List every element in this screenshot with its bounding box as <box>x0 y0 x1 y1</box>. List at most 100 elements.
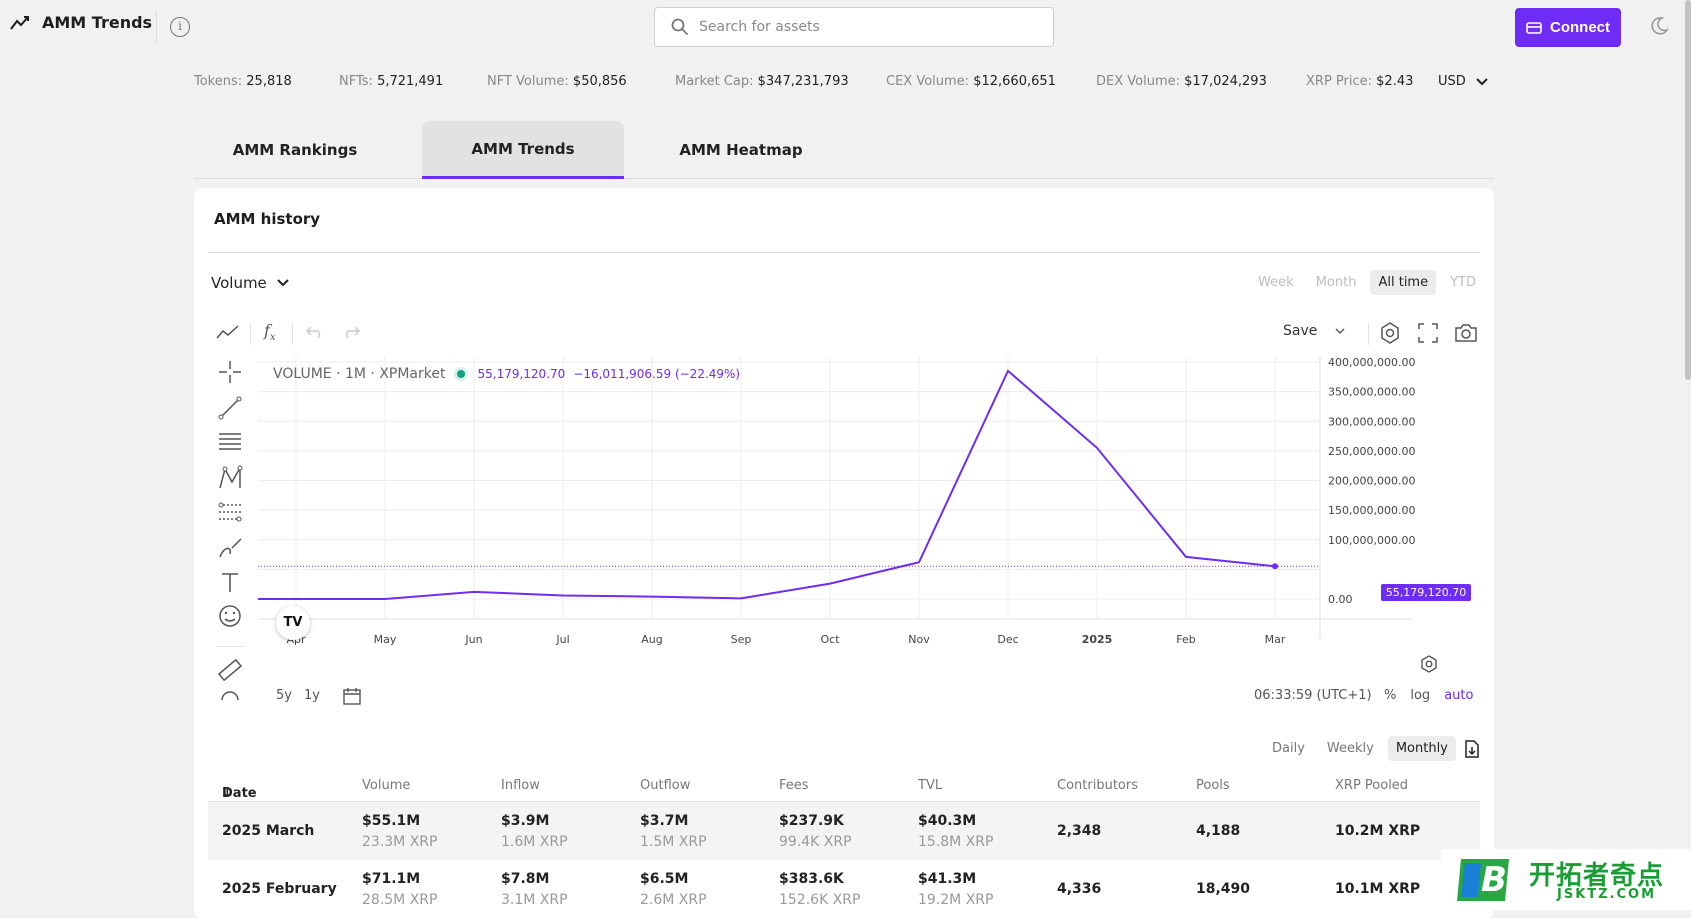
page-scrollbar[interactable] <box>1685 0 1691 380</box>
tradingview-logo[interactable]: TV <box>276 606 310 640</box>
stat-label: DEX Volume: <box>1096 74 1180 89</box>
y-tick-label: 0.00 <box>1328 593 1353 606</box>
interval-1y[interactable]: 1y <box>304 688 320 703</box>
indicators-icon[interactable]: fx <box>264 321 276 344</box>
stat-value: 25,818 <box>246 74 292 89</box>
range-selector: Week Month All time YTD <box>1250 270 1484 295</box>
percent-toggle[interactable]: % <box>1384 688 1397 703</box>
stat-label: Tokens: <box>194 74 243 89</box>
period-weekly[interactable]: Weekly <box>1326 741 1374 756</box>
y-tick-label: 150,000,000.00 <box>1328 504 1415 517</box>
log-toggle[interactable]: log <box>1410 688 1431 703</box>
volume-chart[interactable]: 400,000,000.00 350,000,000.00 300,000,000.… <box>258 356 1480 666</box>
col-pools[interactable]: Pools <box>1196 778 1230 793</box>
table-row[interactable]: 2025 March $55.1M 23.3M XRP $3.9M 1.6M XRP… <box>208 802 1480 860</box>
x-tick-label: Oct <box>820 633 840 646</box>
prediction-icon[interactable] <box>216 498 244 526</box>
fib-icon[interactable] <box>216 428 244 456</box>
col-xrp-pooled[interactable]: XRP Pooled <box>1335 778 1409 793</box>
col-inflow[interactable]: Inflow <box>501 778 540 793</box>
metric-select[interactable]: Volume <box>211 274 289 292</box>
period-monthly[interactable]: Monthly <box>1387 736 1456 761</box>
undo-icon[interactable] <box>306 325 324 339</box>
cell-subtext: 1.5M XRP <box>640 834 707 850</box>
search-input[interactable] <box>699 19 1019 35</box>
line-chart-icon[interactable] <box>216 323 240 341</box>
x-tick-label: Feb <box>1176 633 1195 646</box>
metric-label: Volume <box>211 274 267 292</box>
col-outflow[interactable]: Outflow <box>640 778 691 793</box>
trendline-icon[interactable] <box>216 394 244 422</box>
x-tick-label: Mar <box>1265 633 1286 646</box>
series-name: VOLUME · 1M · XPMarket <box>273 366 446 382</box>
tab-amm-trends[interactable]: AMM Trends <box>422 121 624 179</box>
stat-xrp-price: XRP Price: $2.43 <box>1306 74 1413 89</box>
header-divider <box>156 10 157 44</box>
x-tick-label: 2025 <box>1082 633 1113 646</box>
series-change: −16,011,906.59 (−22.49%) <box>573 367 741 381</box>
y-tick-label: 200,000,000.00 <box>1328 475 1415 488</box>
auto-toggle[interactable]: auto <box>1444 688 1474 703</box>
stat-nft-volume: NFT Volume: $50,856 <box>487 74 627 89</box>
cell-subtext: 2.6M XRP <box>640 892 707 908</box>
sort-down-icon: ↓ <box>222 786 233 801</box>
cell-subtext: 19.2M XRP <box>918 892 994 908</box>
emoji-icon[interactable] <box>216 602 244 630</box>
stat-value: $17,024,293 <box>1184 74 1267 89</box>
brush-icon[interactable] <box>216 534 244 562</box>
range-ytd[interactable]: YTD <box>1450 275 1476 290</box>
x-tick-label: Nov <box>908 633 930 646</box>
col-contributors[interactable]: Contributors <box>1057 778 1138 793</box>
cell-text: 18,490 <box>1196 881 1251 897</box>
table-row[interactable]: 2025 February $71.1M 28.5M XRP $7.8M 3.1M … <box>208 860 1480 918</box>
search-icon <box>671 18 689 36</box>
download-icon[interactable] <box>1462 739 1482 759</box>
series-status-dot <box>454 367 469 381</box>
zoom-icon[interactable] <box>216 688 244 700</box>
period-daily[interactable]: Daily <box>1272 741 1305 756</box>
stat-value: $347,231,793 <box>757 74 849 89</box>
chart-legend: VOLUME · 1M · XPMarket 55,179,120.70 −16… <box>273 366 740 382</box>
cell-subtext: 1.6M XRP <box>501 834 568 850</box>
connect-button[interactable]: Connect <box>1515 8 1621 47</box>
chart-toolbar: fx Save <box>208 313 1480 351</box>
series-last-value: 55,179,120.70 <box>477 367 566 381</box>
col-volume[interactable]: Volume <box>362 778 411 793</box>
y-tick-label: 300,000,000.00 <box>1328 415 1415 428</box>
save-button[interactable]: Save <box>1283 323 1345 339</box>
crosshair-icon[interactable] <box>216 358 244 386</box>
text-icon[interactable] <box>216 568 244 596</box>
tab-amm-rankings[interactable]: AMM Rankings <box>232 141 358 159</box>
axis-settings-icon[interactable] <box>1420 655 1438 673</box>
save-label: Save <box>1283 323 1318 339</box>
camera-icon[interactable] <box>1454 323 1478 343</box>
interval-5y[interactable]: 5y <box>276 688 292 703</box>
moon-icon[interactable] <box>1648 15 1670 37</box>
cell-text: $41.3M <box>918 871 977 887</box>
info-icon[interactable]: i <box>170 17 190 37</box>
range-week[interactable]: Week <box>1258 275 1294 290</box>
calendar-icon[interactable] <box>342 686 362 706</box>
tab-amm-heatmap[interactable]: AMM Heatmap <box>679 141 803 159</box>
settings-icon[interactable] <box>1379 322 1401 344</box>
page-tabs: AMM Rankings AMM Trends AMM Heatmap <box>194 121 1494 179</box>
currency-select[interactable]: USD <box>1438 74 1488 89</box>
app-logo[interactable]: AMM Trends <box>10 13 152 32</box>
range-month[interactable]: Month <box>1315 275 1357 290</box>
col-tvl[interactable]: TVL <box>918 778 943 793</box>
cell-text: 2025 March <box>222 823 315 839</box>
toolbar-separator <box>216 646 244 647</box>
toolbar-separator <box>250 323 251 345</box>
search-box[interactable] <box>654 7 1054 47</box>
cell-text: $237.9K <box>779 813 844 829</box>
col-fees[interactable]: Fees <box>779 778 809 793</box>
redo-icon[interactable] <box>342 325 360 339</box>
pattern-icon[interactable] <box>216 464 244 492</box>
table-header: Date ↓ Volume Inflow Outflow Fees TVL Co… <box>208 770 1480 802</box>
fullscreen-icon[interactable] <box>1418 323 1438 343</box>
stat-dex-volume: DEX Volume: $17,024,293 <box>1096 74 1267 89</box>
ruler-icon[interactable] <box>216 656 244 684</box>
range-all-time[interactable]: All time <box>1370 270 1437 295</box>
cell-text: $3.7M <box>640 813 689 829</box>
y-tick-label: 400,000,000.00 <box>1328 356 1415 369</box>
